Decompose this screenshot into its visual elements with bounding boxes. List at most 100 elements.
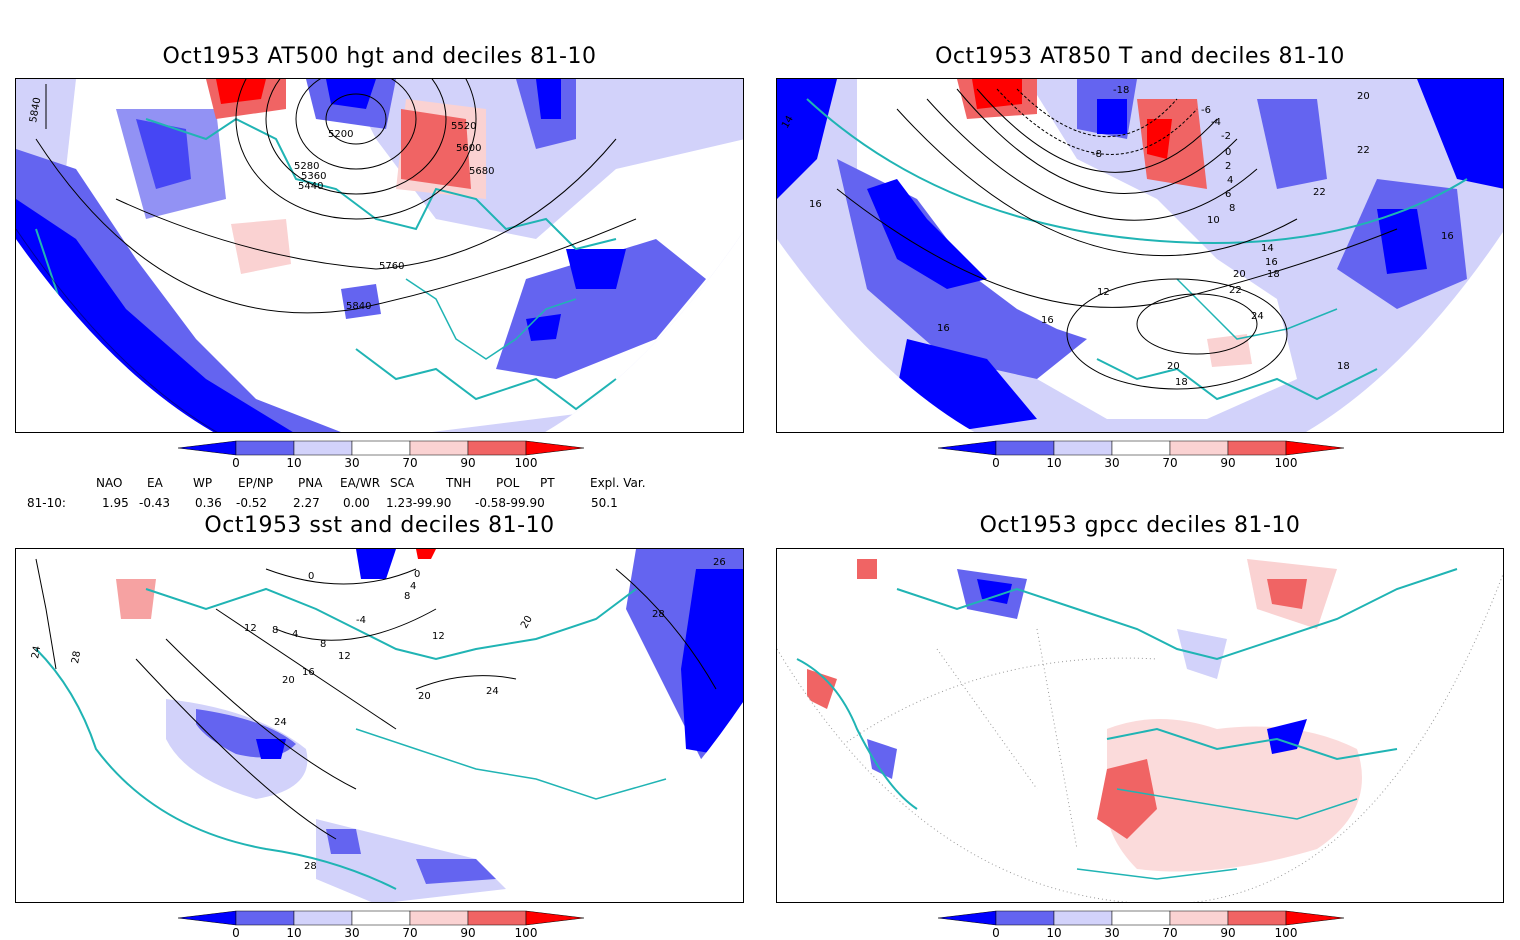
contour-label: 5520 [451, 121, 476, 132]
colorbar-swatch [1227, 440, 1287, 456]
colorbar-label: 30 [344, 926, 360, 940]
colorbar-label: 100 [1274, 926, 1298, 940]
tele-header: WP [193, 476, 213, 490]
contour-line [135, 658, 337, 840]
coastline [355, 348, 617, 411]
contour-line [956, 88, 1238, 194]
contour-line-negative [1016, 88, 1178, 138]
contour-line [165, 638, 357, 790]
contour-label: 5440 [298, 181, 323, 192]
contour-label: 5200 [328, 129, 353, 140]
contour-label: -4 [356, 615, 366, 626]
tele-header: NAO [96, 476, 123, 490]
contour-label: -2 [1221, 131, 1231, 142]
tele-header: EP/NP [238, 476, 274, 490]
coastline [806, 98, 1468, 244]
contour-label: 18 [1337, 361, 1350, 372]
contour-label: 8 [404, 591, 410, 602]
contour-line [1136, 293, 1258, 355]
colorbar-3: 0 10 30 70 90 100 [176, 910, 586, 940]
border [1076, 868, 1238, 880]
colorbar-swatches [937, 440, 1345, 456]
teleconnection-table: NAO EA WP EP/NP PNA EA/WR SCA TNH POL PT… [0, 476, 760, 516]
contour-line [235, 79, 477, 220]
contour-line [926, 98, 1258, 221]
contour-label: 2 [1225, 161, 1231, 172]
decile-fill-mid-pos [857, 559, 877, 579]
decile-fill-strong-neg [681, 569, 743, 759]
colorbar-arrow-low [177, 440, 237, 456]
contour-line [115, 138, 617, 270]
colorbar-arrow-high [1285, 440, 1345, 456]
decile-fill-neutral [857, 79, 1297, 419]
colorbar-label: 70 [1162, 456, 1178, 470]
panel-title-4: Oct1953 gpcc deciles 81-10 [979, 513, 1301, 538]
tele-header: PNA [298, 476, 323, 490]
contour-label: 5840 [346, 301, 371, 312]
colorbar-swatch [293, 440, 353, 456]
colorbar-arrow-low [937, 910, 997, 926]
colorbar-swatch [1169, 440, 1229, 456]
decile-fill-strong-neg [356, 549, 396, 579]
colorbar-swatches [937, 910, 1345, 926]
contour-line [325, 93, 387, 145]
border [355, 728, 667, 800]
contour-label: 18 [1267, 269, 1280, 280]
graticule-line [836, 657, 1158, 750]
colorbar-swatches [177, 910, 585, 926]
contour-label: 16 [1265, 257, 1278, 268]
coastline [796, 658, 918, 810]
colorbar-label: 0 [232, 926, 240, 940]
contour-label: 5840 [28, 97, 43, 124]
coastline [35, 648, 397, 890]
colorbar-swatch [235, 440, 295, 456]
coastline [896, 568, 1458, 661]
decile-fill-light-pos [1207, 334, 1252, 367]
map-sst: 24 28 12 8 4 0 -4 8 12 16 20 24 28 26 28… [30, 549, 743, 902]
contour-label: 5280 [294, 161, 319, 172]
colorbar-swatch [1169, 910, 1229, 926]
contour-label: 24 [30, 645, 43, 659]
tele-value: -0.58-99.90 [475, 496, 545, 510]
contour-line [275, 608, 437, 641]
tele-value: -0.52 [236, 496, 268, 510]
contour-label: 6 [1225, 189, 1231, 200]
contour-line [35, 558, 57, 670]
tele-value: 0.36 [195, 496, 222, 510]
contour-label: 4 [292, 629, 298, 640]
panel-title-3: Oct1953 sst and deciles 81-10 [204, 513, 555, 538]
tele-value: 1.95 [102, 496, 129, 510]
colorbar-swatch [409, 440, 469, 456]
decile-fill-light-pos [1377, 789, 1427, 839]
contour-label: 26 [713, 557, 726, 568]
contour-label: 16 [937, 323, 950, 334]
tele-value: 1.23-99.90 [386, 496, 452, 510]
contour-line [836, 188, 1398, 308]
decile-fill-mid-pos [807, 669, 837, 709]
decile-fill-mid-neg [496, 239, 706, 379]
decile-fill-mid-pos [401, 109, 471, 189]
decile-fill-mid-pos [116, 579, 156, 619]
colorbar-4: 0 10 30 70 90 100 [936, 910, 1346, 940]
contour-label: 12 [338, 651, 351, 662]
contour-label: 0 [414, 569, 420, 580]
colorbar-arrow-low [177, 910, 237, 926]
colorbar-label: 10 [1046, 926, 1062, 940]
colorbar-label: 90 [1220, 926, 1236, 940]
contour-label: 12 [1097, 287, 1110, 298]
coastline [1106, 727, 1398, 761]
decile-fill-mid-neg [1257, 99, 1327, 189]
decile-fill-strong-neg [1097, 99, 1127, 134]
contour-label: 10 [1207, 215, 1220, 226]
contour-line [295, 79, 417, 170]
contour-label: 5600 [456, 143, 481, 154]
colorbar-label: 30 [344, 456, 360, 470]
tele-value: 0.00 [343, 496, 370, 510]
colorbar-label: 30 [1104, 456, 1120, 470]
decile-fill-strong-pos [972, 79, 1022, 109]
contour-label: 20 [1167, 361, 1180, 372]
colorbar-label: 90 [460, 926, 476, 940]
contour-label: 22 [1313, 187, 1326, 198]
colorbar-label: 0 [232, 456, 240, 470]
contour-label: 24 [274, 717, 287, 728]
